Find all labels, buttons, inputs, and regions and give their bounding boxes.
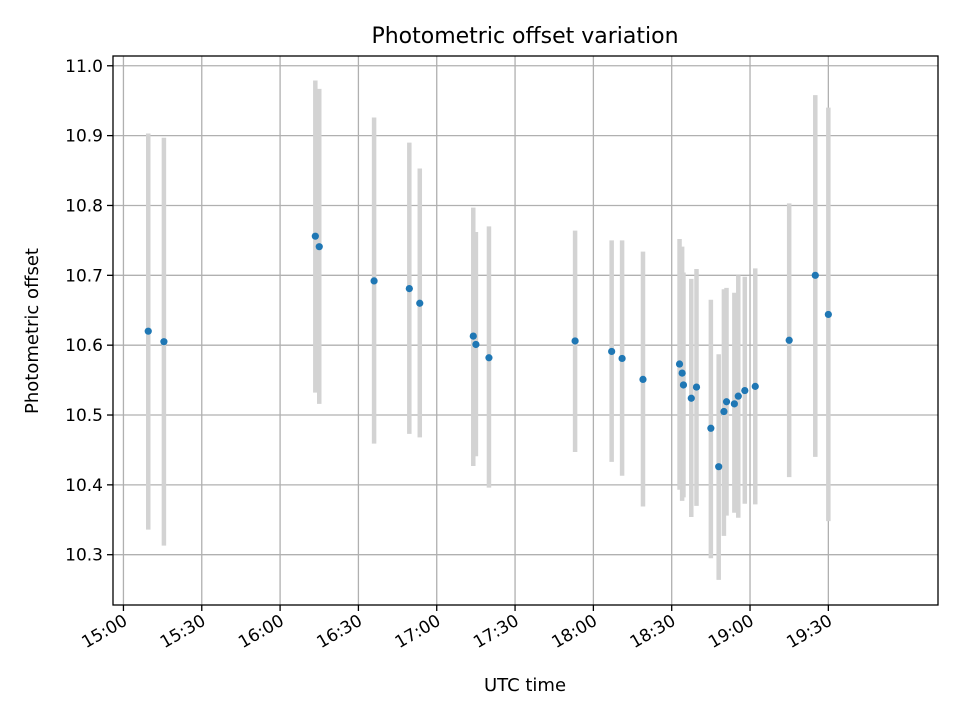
data-point [370,277,378,285]
y-tick-label: 10.5 [65,406,103,426]
data-point [472,340,480,349]
y-tick-label: 10.6 [65,336,103,356]
x-tick-label: 19:00 [705,611,757,653]
x-axis-ticks: 15:00 15:30 16:00 16:30 17:00 17:30 18:00 18:30… [79,605,836,653]
y-axis-label: Photometric offset [22,248,43,414]
x-tick-label: 18:00 [548,611,600,653]
data-point [751,382,759,390]
data-point [469,332,477,340]
data-point [618,354,626,363]
y-tick-label: 10.3 [65,546,103,566]
x-axis-label: UTC time [484,675,566,696]
data-point [405,284,413,293]
y-tick-label: 10.7 [65,266,103,286]
data-point [707,424,715,432]
x-tick-label: 15:30 [157,611,209,653]
data-point [678,369,686,377]
data-point [722,398,731,406]
y-tick-label: 11.0 [65,57,103,77]
data-point [311,232,319,240]
data-point [485,354,493,362]
data-point [639,375,647,383]
data-point [715,463,723,471]
data-point [144,327,152,335]
data-point [741,386,749,395]
y-axis-ticks: 10.3 10.4 10.5 10.6 10.7 10.8 10.9 11.0 [65,57,113,566]
data-point [692,383,701,391]
data-point [315,243,323,251]
data-point [679,381,688,389]
x-tick-label: 18:30 [627,611,679,653]
data-points [144,232,832,471]
data-point [785,336,793,344]
y-tick-label: 10.9 [65,127,103,147]
data-point [608,347,616,356]
x-tick-label: 15:00 [79,611,131,653]
chart-title: Photometric offset variation [371,24,678,49]
x-tick-label: 16:30 [313,611,365,653]
data-point [416,299,424,307]
x-tick-label: 16:00 [235,611,287,653]
data-point [734,392,742,400]
y-tick-label: 10.8 [65,196,103,216]
data-point [160,338,168,346]
data-point [720,407,728,416]
plot-frame [112,55,939,606]
data-point [824,310,832,319]
x-tick-label: 19:30 [783,611,835,653]
data-point [687,394,695,402]
data-point [811,271,819,279]
data-point [730,400,738,408]
y-tick-label: 10.4 [65,476,103,496]
x-tick-label: 17:00 [392,611,444,653]
data-point [571,337,579,345]
data-point [675,360,684,368]
error-bars [145,80,831,580]
grid [113,56,938,605]
x-tick-label: 17:30 [470,611,522,653]
